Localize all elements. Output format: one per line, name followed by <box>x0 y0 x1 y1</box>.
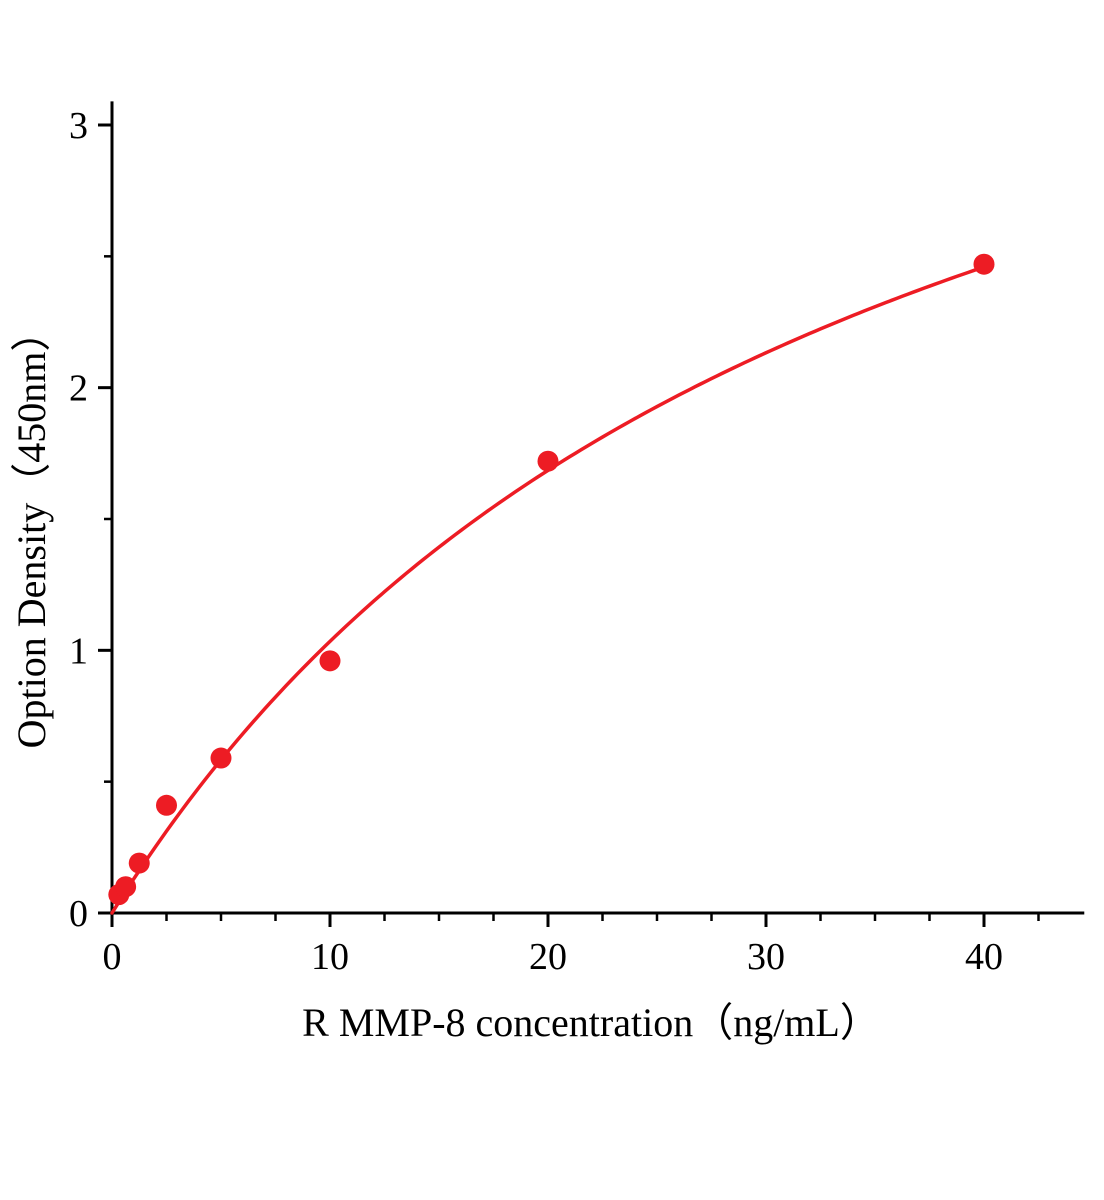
data-point <box>973 253 995 275</box>
data-point <box>319 650 341 672</box>
x-axis-title: R MMP-8 concentration（ng/mL） <box>302 1000 880 1045</box>
data-point <box>156 794 177 816</box>
y-axis-title: Option Density（450nm） <box>9 312 54 749</box>
x-tick-label: 20 <box>529 936 567 978</box>
x-tick-label: 0 <box>103 936 122 978</box>
fit-curve-layer <box>110 265 986 915</box>
x-tick-label: 10 <box>311 936 349 978</box>
x-tick-label: 30 <box>747 936 785 978</box>
ticks-layer <box>98 123 1040 927</box>
data-point <box>537 450 559 472</box>
fit-curve <box>110 265 986 915</box>
x-tick-label: 40 <box>965 936 1003 978</box>
y-tick-label: 0 <box>69 893 88 935</box>
data-points-layer <box>108 253 995 906</box>
y-tick-label: 2 <box>69 368 88 410</box>
y-tick-label: 1 <box>69 630 88 672</box>
tick-labels-layer: 0 10 20 30 40 0 1 2 3 <box>69 105 1003 978</box>
data-point <box>128 852 150 874</box>
axes-layer <box>110 101 1085 915</box>
y-tick-label: 3 <box>69 105 88 147</box>
data-point <box>115 876 137 898</box>
data-point <box>210 747 232 769</box>
